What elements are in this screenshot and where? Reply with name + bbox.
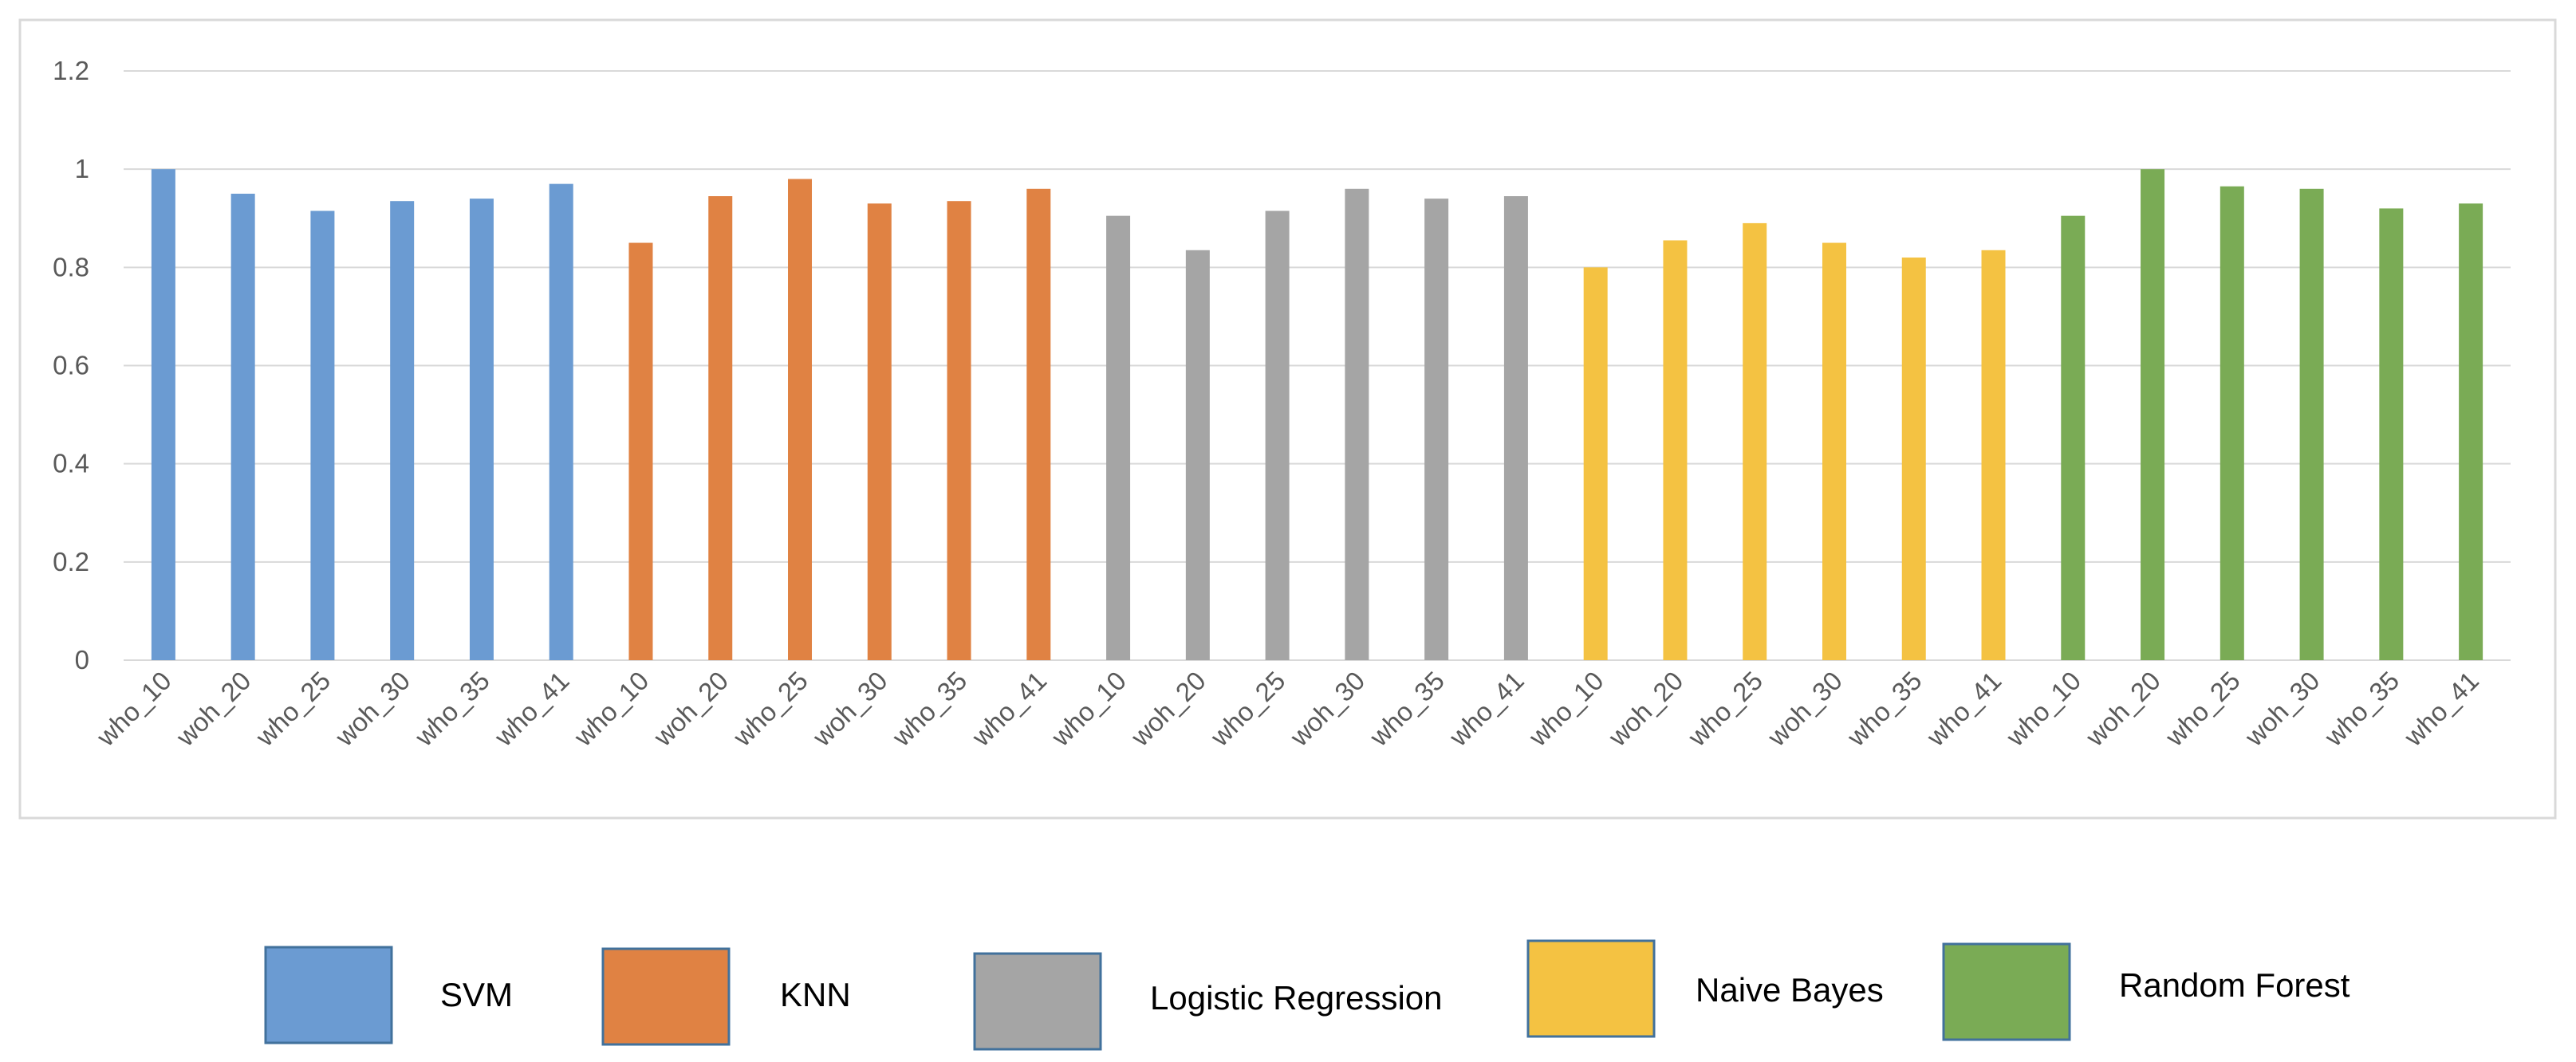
legend-swatch xyxy=(264,946,393,1044)
bar xyxy=(1981,250,2006,660)
bar xyxy=(230,193,255,661)
y-tick-label: 1.2 xyxy=(53,56,89,85)
legend-label: SVM xyxy=(440,976,513,1013)
legend-label: Naive Bayes xyxy=(1696,971,1884,1009)
legend-label: Random Forest xyxy=(2119,966,2350,1004)
bar xyxy=(2379,208,2404,660)
bar xyxy=(1583,267,1608,660)
legend-label: Logistic Regression xyxy=(1150,979,1443,1017)
y-tick-label: 0.6 xyxy=(53,351,89,380)
bar xyxy=(1424,199,1449,660)
bar xyxy=(310,210,335,660)
bar xyxy=(2220,186,2244,661)
bar xyxy=(549,183,573,660)
y-tick-label: 0.8 xyxy=(53,252,89,281)
bar xyxy=(1663,240,1688,660)
bar xyxy=(1345,188,1369,661)
bar xyxy=(1901,258,1926,660)
bar xyxy=(1265,210,1290,660)
bar xyxy=(1106,215,1131,660)
y-tick-label: 0.4 xyxy=(53,449,89,478)
legend-swatch xyxy=(601,947,731,1046)
bar xyxy=(1743,222,1767,660)
bar xyxy=(151,169,175,660)
bar xyxy=(1185,250,1210,660)
bar xyxy=(1822,242,1846,661)
legend-swatch xyxy=(973,952,1102,1051)
y-tick-label: 0 xyxy=(75,645,89,675)
bar xyxy=(947,201,971,661)
bar xyxy=(2299,188,2324,661)
bar xyxy=(2141,169,2165,660)
bar xyxy=(708,196,733,661)
bar xyxy=(2061,215,2086,660)
legend-swatch xyxy=(1942,942,2071,1041)
y-tick-label: 1 xyxy=(75,154,89,183)
bar xyxy=(1503,196,1528,661)
bar xyxy=(1026,188,1051,661)
bar xyxy=(469,199,494,660)
bar xyxy=(867,203,892,660)
bar xyxy=(628,242,653,661)
legend-label: KNN xyxy=(780,976,851,1013)
bar xyxy=(788,179,813,660)
bar xyxy=(390,201,415,661)
bar xyxy=(2459,203,2483,660)
y-tick-label: 0.2 xyxy=(53,547,89,576)
legend-swatch xyxy=(1526,939,1656,1038)
